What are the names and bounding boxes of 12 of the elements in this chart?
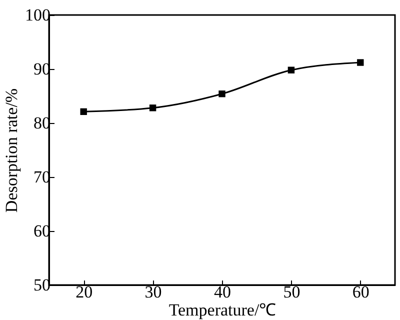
point (288, 66, 295, 74)
x-tick-label: 60 (352, 282, 370, 302)
point (80, 108, 87, 116)
point (149, 104, 156, 112)
x-tick-label: 20 (76, 282, 93, 302)
x-tick-label: 30 (144, 282, 162, 302)
x-tick-label: 50 (283, 282, 300, 302)
x-axis-title: Temperature/℃ (168, 300, 276, 320)
point (357, 59, 364, 66)
y-axis-title: Desorption rate/% (2, 88, 21, 213)
point (218, 90, 226, 98)
x-tick-label: 40 (214, 282, 231, 302)
